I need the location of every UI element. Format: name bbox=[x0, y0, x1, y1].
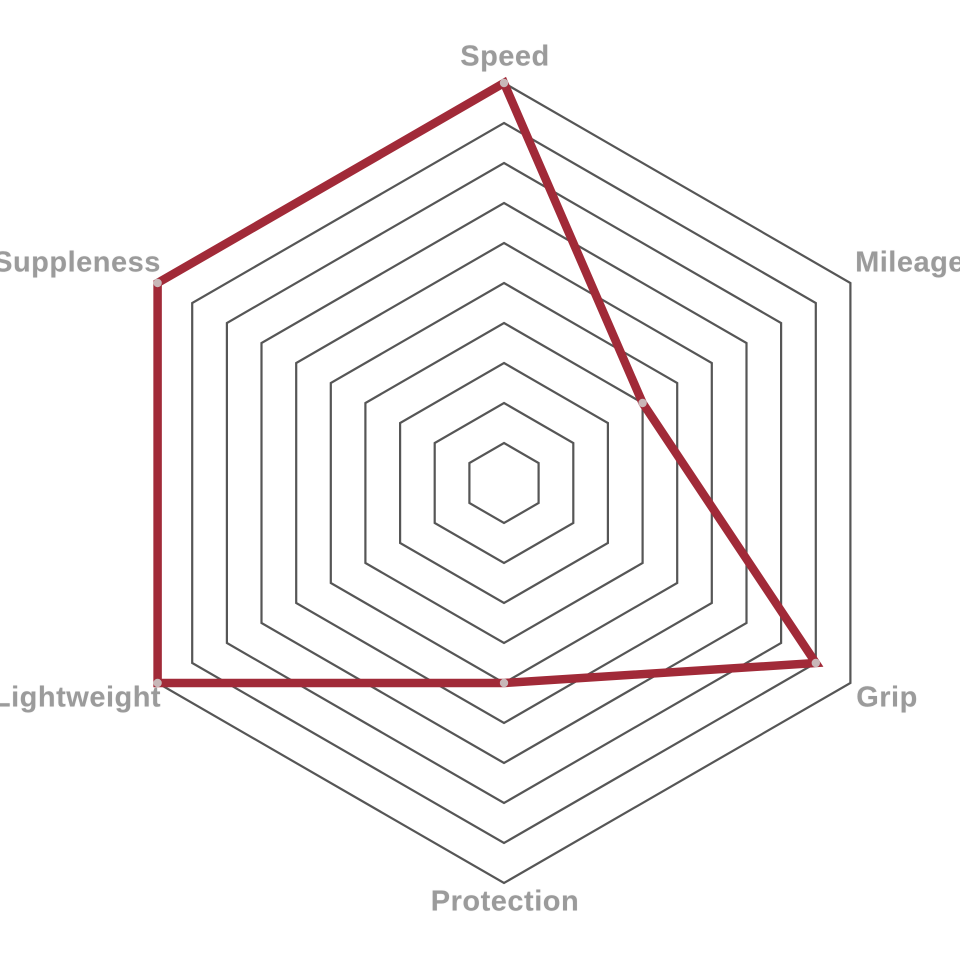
grid-ring bbox=[191, 121, 817, 845]
grid-ring bbox=[433, 401, 575, 565]
data-point-marker bbox=[153, 678, 162, 688]
data-point-marker bbox=[153, 278, 162, 288]
grid-ring bbox=[468, 441, 540, 525]
axis-label-mileage: Mileage bbox=[855, 246, 960, 279]
grid-ring bbox=[260, 201, 748, 765]
axis-label-protection: Protection bbox=[430, 885, 580, 918]
data-point-marker bbox=[638, 398, 647, 408]
grid-ring bbox=[295, 241, 713, 725]
grid-ring bbox=[399, 361, 610, 605]
axis-label-suppleness: Suppleness bbox=[0, 246, 161, 279]
data-point-marker bbox=[499, 678, 509, 688]
grid-ring bbox=[364, 321, 644, 645]
axis-label-grip: Grip bbox=[856, 681, 918, 714]
axis-label-speed: Speed bbox=[460, 40, 550, 73]
axis-label-lightweight: Lightweight bbox=[0, 681, 162, 714]
grid-ring bbox=[225, 161, 783, 805]
data-point-marker bbox=[811, 658, 820, 668]
grid-ring bbox=[329, 281, 679, 685]
data-point-marker bbox=[499, 78, 509, 88]
